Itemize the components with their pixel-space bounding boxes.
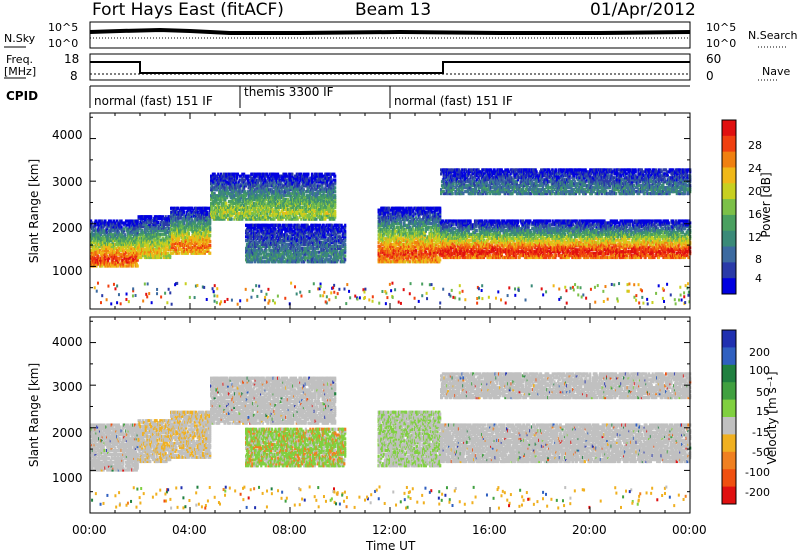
noise-sky-trace: [90, 30, 690, 33]
power-cell: [291, 173, 293, 176]
power-cell: [183, 211, 185, 214]
power-cell: [307, 173, 309, 176]
power-cell: [178, 252, 180, 255]
power-cell: [209, 252, 211, 255]
freq-panel-frame: [90, 54, 690, 80]
power-cell: [209, 234, 211, 237]
power-cell: [231, 218, 233, 221]
power-cell: [124, 233, 126, 236]
power-cell: [209, 244, 211, 247]
power-cell: [225, 202, 227, 205]
power-cell: [209, 226, 211, 229]
power-cell: [188, 232, 190, 235]
power-cell: [137, 264, 139, 267]
freq-trace: [90, 62, 690, 73]
power-cell: [334, 210, 336, 213]
power-marks: [90, 168, 691, 305]
power-cell: [150, 215, 152, 218]
power-cell: [209, 240, 211, 243]
figure-canvas: [0, 0, 800, 554]
